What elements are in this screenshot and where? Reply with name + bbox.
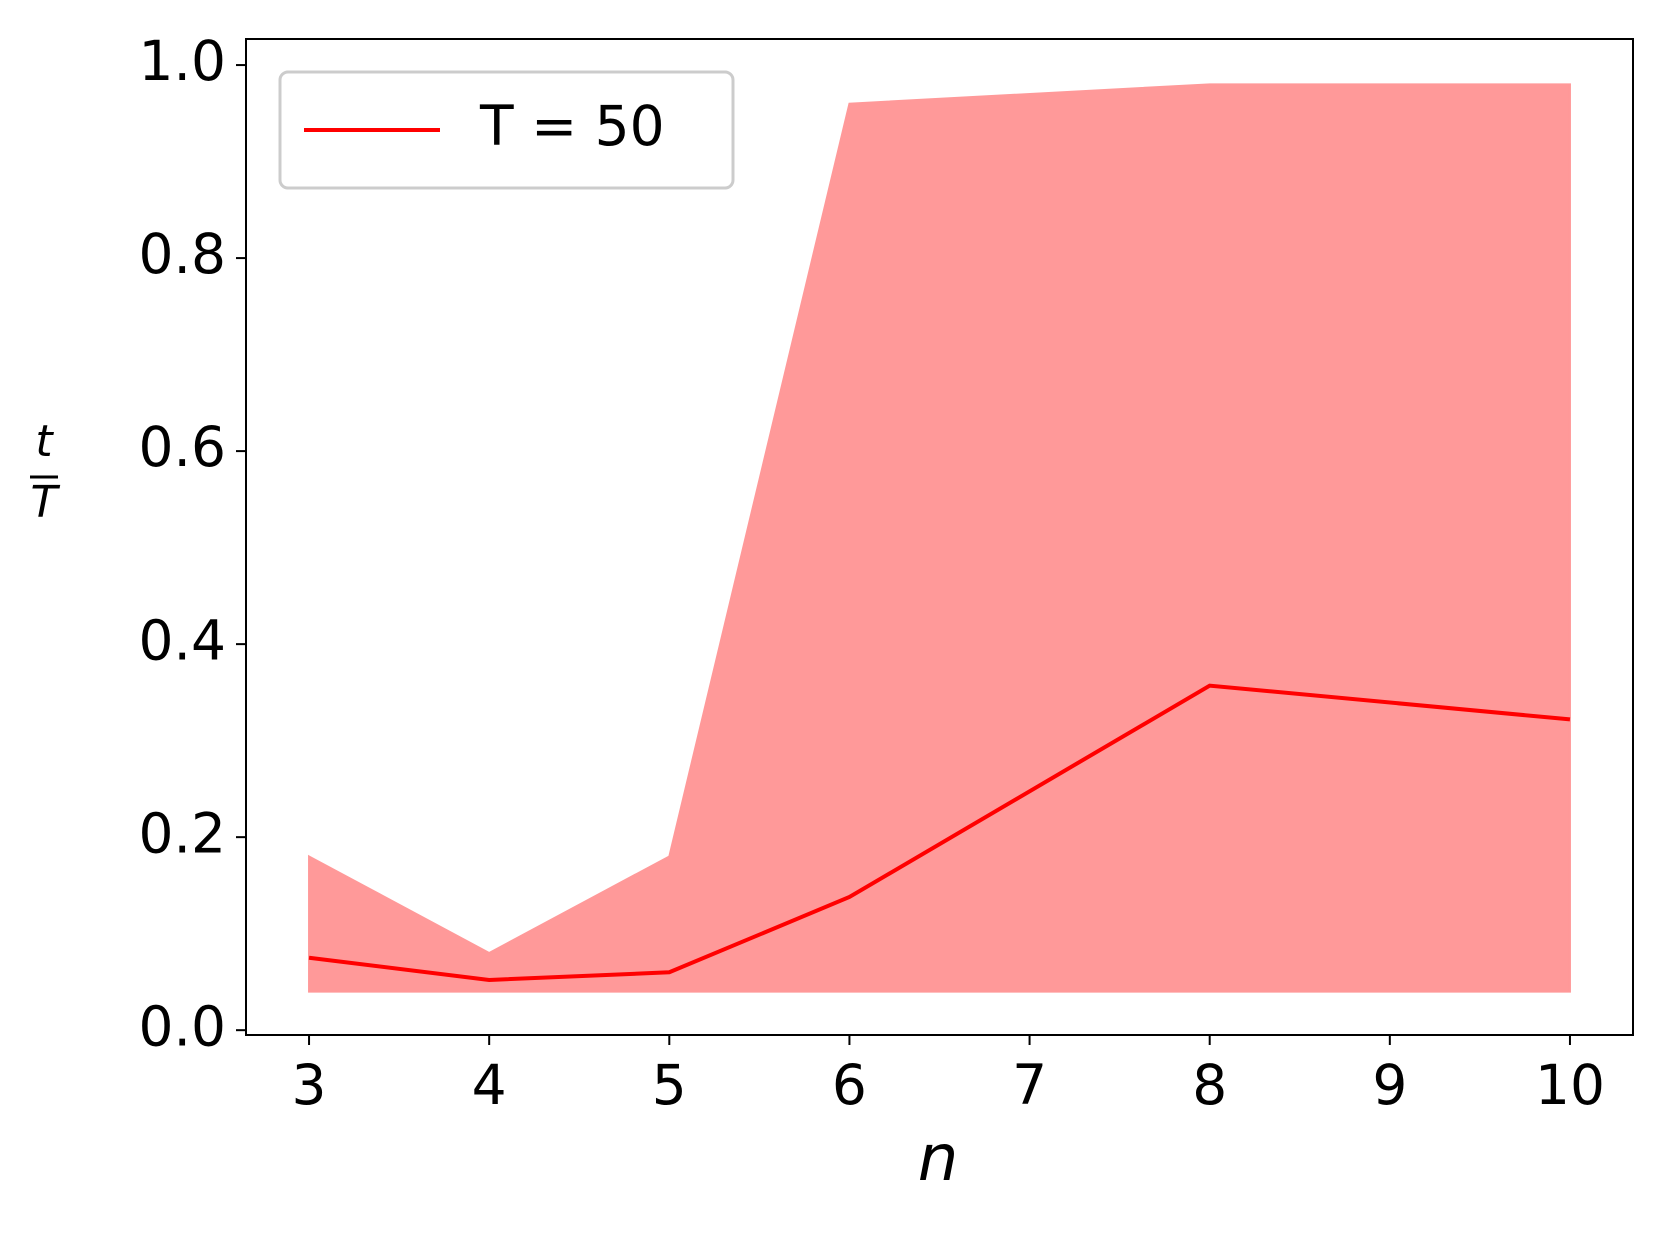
x-axis-label: n bbox=[918, 1122, 959, 1196]
x-tick-label: 7 bbox=[1012, 1053, 1047, 1117]
y-axis-label-numerator: t bbox=[35, 416, 54, 467]
legend-box bbox=[278, 70, 735, 190]
x-tick-label: 3 bbox=[292, 1053, 327, 1117]
x-tick-label: 8 bbox=[1192, 1053, 1227, 1117]
x-tick-label: 10 bbox=[1535, 1053, 1605, 1117]
y-axis-label-denominator: T bbox=[31, 477, 61, 528]
x-tick-label: 4 bbox=[472, 1053, 507, 1117]
y-tick-label: 0.4 bbox=[139, 608, 226, 672]
x-tick-label: 6 bbox=[832, 1053, 867, 1117]
x-tick-label: 5 bbox=[652, 1053, 687, 1117]
series-line bbox=[308, 683, 1571, 982]
confidence-band bbox=[308, 83, 1571, 993]
x-tick-label: 9 bbox=[1372, 1053, 1407, 1117]
y-tick-label: 1.0 bbox=[139, 29, 226, 93]
y-tick-label: 0.6 bbox=[139, 415, 226, 479]
y-tick-label: 0.0 bbox=[139, 994, 226, 1058]
y-tick-label: 0.2 bbox=[139, 801, 226, 865]
plot-frame bbox=[245, 38, 1634, 1036]
legend-label: T = 50 bbox=[479, 94, 665, 158]
y-tick-label: 0.8 bbox=[139, 222, 226, 286]
